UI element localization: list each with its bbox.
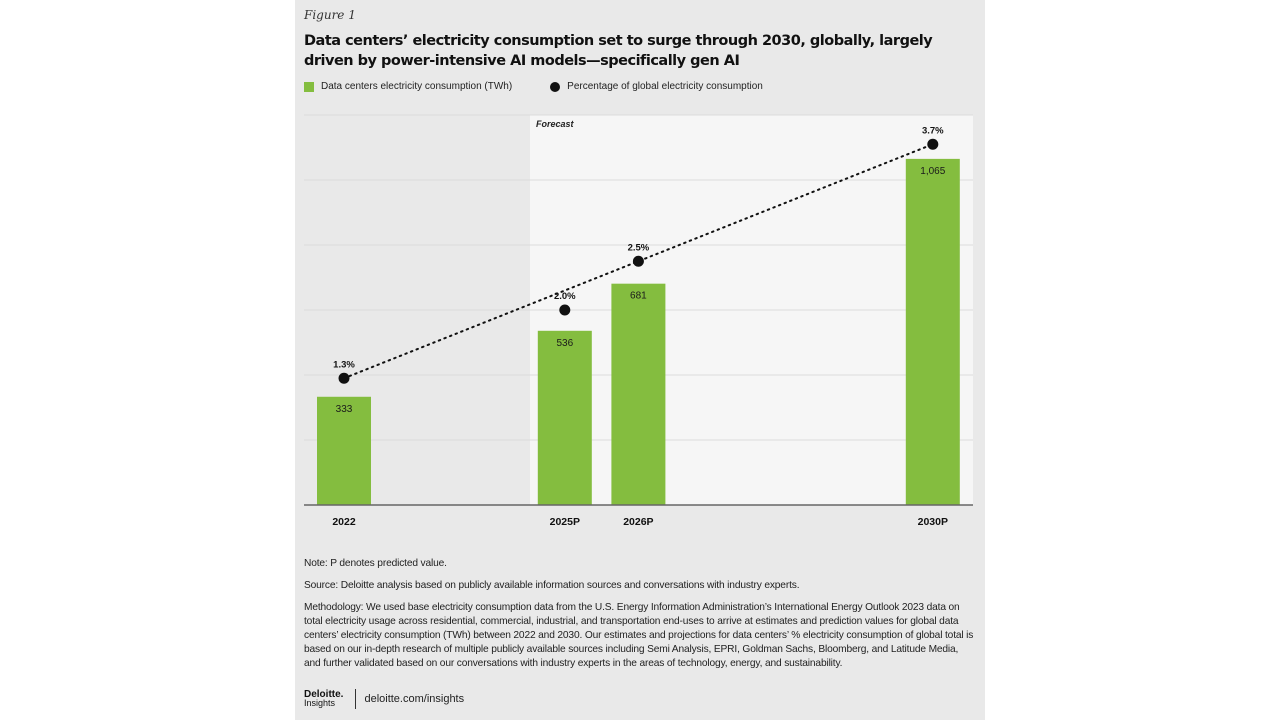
bar-2025P bbox=[537, 330, 592, 505]
logo-line-1: Deloitte. bbox=[304, 689, 344, 700]
chart-plot: Forecast 333 2022 536 2025P 681 2026P 1,065 2030… bbox=[304, 114, 973, 528]
pct-label-2022: 1.3% bbox=[333, 359, 355, 370]
methodology-text: Methodology: We used base electricity co… bbox=[304, 602, 974, 669]
bar-label-2022: 333 bbox=[336, 404, 353, 415]
bar-2022 bbox=[317, 396, 371, 505]
pct-label-2026P: 2.5% bbox=[628, 242, 650, 253]
pct-dot-2025P bbox=[559, 304, 571, 316]
legend: Data centers electricity consumption (TW… bbox=[304, 81, 801, 92]
legend-label-dots: Percentage of global electricity consump… bbox=[567, 81, 763, 92]
x-tick-2030P: 2030P bbox=[918, 516, 948, 528]
legend-swatch-black bbox=[550, 81, 561, 92]
legend-item-bars: Data centers electricity consumption (TW… bbox=[304, 81, 512, 92]
source-text: Source: Deloitte analysis based on publi… bbox=[304, 580, 800, 591]
right-margin bbox=[985, 0, 1280, 720]
pct-dot-2030P bbox=[927, 138, 939, 150]
figure-card: Figure 1 Data centers’ electricity consu… bbox=[295, 0, 985, 720]
x-tick-2025P: 2025P bbox=[550, 516, 580, 528]
left-margin bbox=[0, 0, 295, 720]
bar-2026P bbox=[611, 283, 666, 505]
note-text: Note: P denotes predicted value. bbox=[304, 558, 447, 569]
x-tick-2026P: 2026P bbox=[623, 516, 653, 528]
legend-swatch-green bbox=[304, 81, 314, 92]
pct-dot-2022 bbox=[338, 372, 350, 384]
bar-label-2026P: 681 bbox=[630, 291, 647, 302]
footer-link[interactable]: deloitte.com/insights bbox=[364, 693, 465, 705]
x-tick-2022: 2022 bbox=[332, 516, 356, 528]
chart-title: Data centers’ electricity consumption se… bbox=[304, 33, 933, 69]
forecast-label: Forecast bbox=[536, 119, 575, 129]
bar-label-2025P: 536 bbox=[556, 338, 573, 349]
footer: Deloitte. Insights deloitte.com/insights bbox=[304, 689, 464, 709]
pct-dot-2026P bbox=[632, 255, 644, 267]
pct-label-2030P: 3.7% bbox=[922, 125, 944, 136]
deloitte-logo: Deloitte. Insights bbox=[304, 690, 343, 708]
legend-label-bars: Data centers electricity consumption (TW… bbox=[321, 81, 513, 92]
bar-label-2030P: 1,065 bbox=[920, 166, 945, 177]
pct-label-2025P: 2.0% bbox=[554, 291, 576, 302]
logo-line-2: Insights bbox=[304, 698, 336, 708]
figure-label: Figure 1 bbox=[304, 8, 356, 22]
footer-divider bbox=[355, 689, 357, 709]
legend-item-dots: Percentage of global electricity consump… bbox=[550, 81, 763, 92]
bar-2030P bbox=[905, 158, 960, 505]
notes-section: Note: P denotes predicted value. Source:… bbox=[304, 557, 976, 679]
trend-line bbox=[343, 143, 934, 380]
